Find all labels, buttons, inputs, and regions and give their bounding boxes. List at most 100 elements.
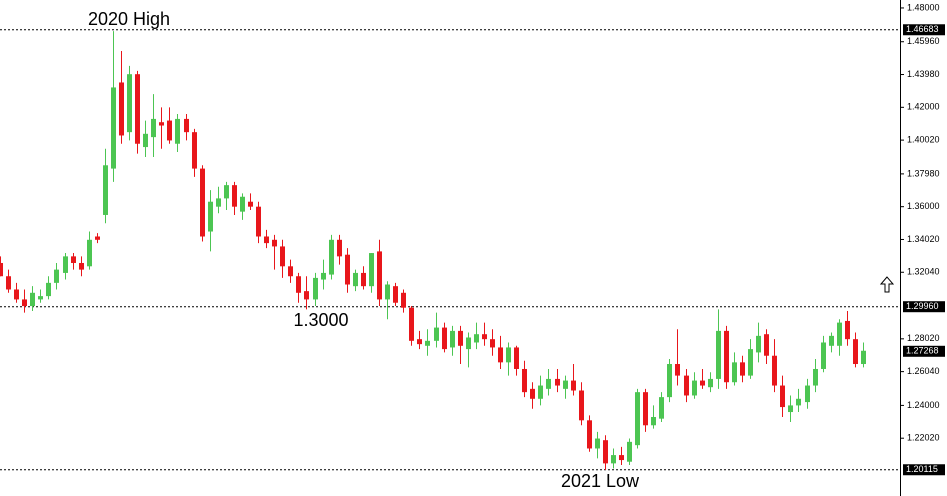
price-tag-label: 1.46683 (906, 24, 939, 34)
candle-body (675, 364, 680, 376)
candle-body (571, 380, 576, 391)
candle-body (30, 292, 35, 307)
candle-body (264, 236, 269, 244)
candle-body (651, 417, 656, 426)
candle-body (522, 368, 527, 393)
candle-body (845, 320, 850, 340)
candle-body (95, 236, 100, 240)
candle-body (764, 334, 769, 356)
candle-body (434, 327, 439, 341)
candle-body (216, 198, 221, 207)
candle-body (184, 118, 189, 133)
y-tick-label: 1.34020 (907, 234, 940, 244)
candle-body (280, 246, 285, 267)
candle-body (103, 165, 108, 215)
y-tick-label: 1.26040 (907, 366, 940, 376)
price-tag-label: 1.29960 (906, 301, 939, 311)
candle-body (369, 253, 374, 287)
candle-body (0, 262, 3, 277)
annotation: 2021 Low (561, 471, 640, 491)
candle-body (353, 272, 358, 287)
candle-body (708, 378, 713, 388)
candle-body (474, 334, 479, 343)
candle-body (46, 282, 51, 297)
candle-body (304, 291, 309, 300)
candle-body (837, 322, 842, 346)
candle-body (579, 390, 584, 421)
price-tag (903, 301, 945, 313)
candle-body (780, 385, 785, 408)
candle-body (208, 201, 213, 232)
candle-body (603, 440, 608, 464)
candle-body (79, 262, 84, 270)
y-tick-label: 1.40020 (907, 134, 940, 144)
candle-body (248, 201, 253, 207)
candle-body (716, 330, 721, 379)
price-tag-label: 1.27268 (906, 346, 939, 356)
candle-body (313, 277, 318, 300)
candle-body (401, 292, 406, 308)
annotation: 1.3000 (293, 310, 348, 330)
candle-body (22, 299, 27, 307)
candle-body (321, 272, 326, 280)
candle-body (450, 330, 455, 348)
candle-body (538, 385, 543, 399)
candle-body (14, 289, 19, 300)
candle-body (756, 335, 761, 353)
annotation: 2020 High (88, 9, 170, 29)
candle-body (111, 87, 116, 169)
price-tag-label: 1.20115 (906, 464, 938, 474)
candle-body (87, 239, 92, 267)
candle-body (498, 347, 503, 363)
candle-body (627, 441, 632, 462)
y-tick-label: 1.24000 (907, 400, 940, 410)
candle-body (224, 185, 229, 199)
candle-body (619, 455, 624, 461)
candle-body (119, 82, 124, 136)
y-tick-label: 1.42000 (907, 102, 940, 112)
candle-body (724, 330, 729, 383)
candle-body (732, 362, 737, 383)
candle-body (240, 196, 245, 212)
candle-body (853, 339, 858, 365)
y-tick-label: 1.22020 (907, 433, 940, 443)
candle-body (127, 74, 132, 133)
candle-body (345, 254, 350, 285)
candle-body (6, 276, 11, 290)
candle-body (772, 355, 777, 386)
candle-body (393, 286, 398, 303)
candle-body (71, 256, 76, 263)
y-tick-label: 1.43980 (907, 69, 940, 79)
candle-body (143, 133, 148, 148)
candle-body (329, 239, 334, 275)
candle-body (159, 122, 164, 126)
candle-body (861, 350, 866, 365)
candle-body (63, 256, 68, 273)
price-tag (903, 464, 945, 476)
candle-body (442, 327, 447, 350)
candle-body (377, 251, 382, 300)
candle-body (175, 118, 180, 144)
candle-body (788, 405, 793, 413)
candle-body (563, 380, 568, 389)
candle-body (466, 337, 471, 350)
candle-body (256, 206, 261, 237)
candle-body (805, 385, 810, 403)
candle-body (409, 307, 414, 341)
candle-body (54, 269, 59, 283)
candle-body (337, 239, 342, 257)
candle-body (684, 375, 689, 396)
y-tick-label: 1.45960 (907, 36, 940, 46)
candle-body (417, 339, 422, 345)
candle-body (692, 380, 697, 396)
price-tag (903, 24, 945, 36)
plot-area (0, 29, 900, 471)
candle-body (796, 398, 801, 406)
candle-body (700, 380, 705, 386)
price-tag (903, 345, 945, 357)
candle-body (643, 392, 648, 426)
candle-body (659, 397, 664, 419)
candle-body (192, 132, 197, 169)
